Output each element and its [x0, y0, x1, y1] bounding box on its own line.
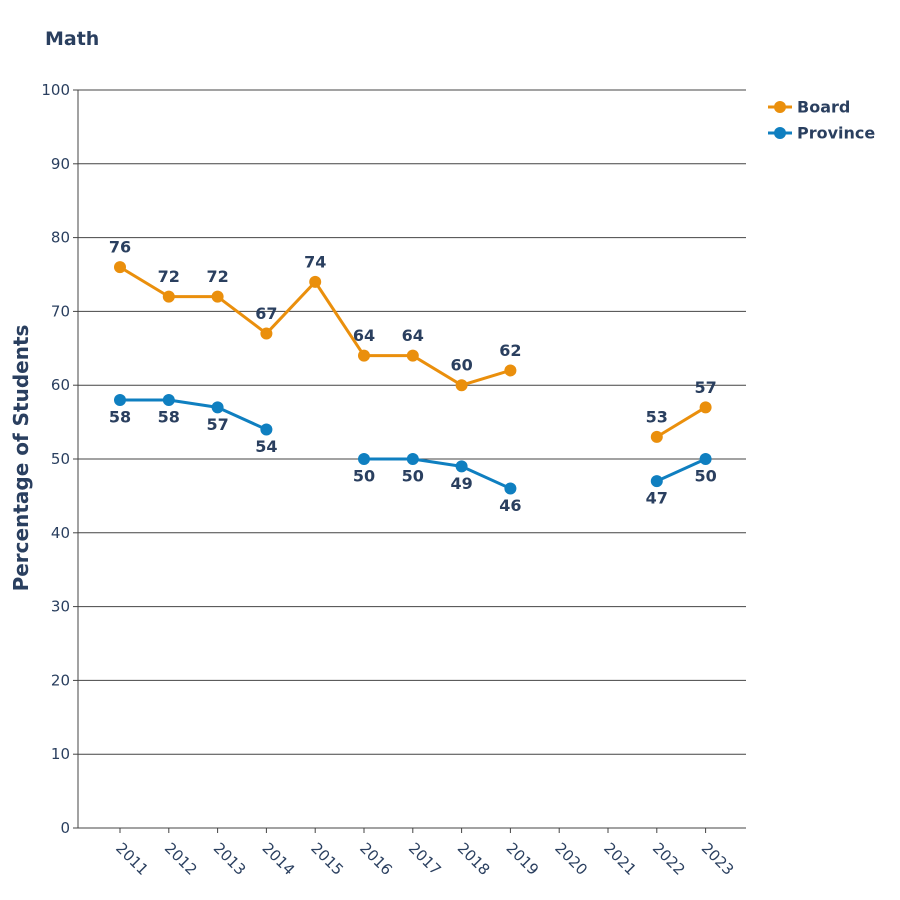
data-label-board: 53 — [646, 407, 668, 426]
legend-label-province[interactable]: Province — [797, 124, 875, 143]
data-point-province[interactable] — [211, 401, 224, 414]
data-point-board[interactable] — [358, 349, 370, 362]
data-label-board: 64 — [353, 326, 375, 345]
x-tick-label: 2012 — [161, 839, 201, 879]
data-label-board: 57 — [694, 378, 716, 397]
x-tick-label: 2014 — [259, 839, 299, 879]
data-point-province[interactable] — [162, 393, 175, 406]
data-label-province: 54 — [255, 437, 277, 456]
data-point-board[interactable] — [260, 327, 273, 340]
data-point-board[interactable] — [211, 290, 224, 303]
data-label-province: 50 — [402, 467, 424, 486]
data-label-province: 50 — [694, 467, 716, 486]
data-label-province: 49 — [450, 474, 472, 493]
data-label-province: 47 — [646, 489, 668, 508]
data-point-province[interactable] — [406, 453, 419, 465]
x-tick-label: 2013 — [210, 839, 250, 879]
data-label-province: 57 — [206, 415, 228, 434]
data-point-board[interactable] — [309, 275, 322, 288]
data-label-board: 74 — [304, 252, 326, 271]
legend-swatch-marker — [774, 101, 786, 113]
data-label-board: 72 — [206, 267, 228, 286]
x-tick-label: 2011 — [112, 839, 152, 879]
legend-swatch-marker — [774, 127, 786, 139]
data-label-province: 58 — [109, 407, 131, 426]
data-label-board: 62 — [499, 341, 521, 360]
data-label-board: 60 — [450, 356, 472, 375]
x-tick-label: 2023 — [698, 839, 738, 879]
legend: Board Province — [768, 98, 875, 143]
data-point-province[interactable] — [358, 453, 370, 465]
y-tick-label: 30 — [51, 598, 70, 616]
legend-label-board[interactable]: Board — [797, 98, 850, 117]
data-label-province: 50 — [353, 467, 375, 486]
data-point-board[interactable] — [406, 349, 419, 362]
y-tick-label: 50 — [51, 450, 70, 468]
data-label-board: 67 — [255, 304, 277, 323]
y-tick-label: 60 — [51, 376, 70, 394]
series-layer — [114, 261, 712, 495]
data-point-board[interactable] — [504, 364, 517, 377]
data-point-province[interactable] — [114, 393, 126, 406]
series-line-province — [364, 457, 512, 490]
x-tick-label: 2021 — [600, 839, 640, 879]
chart-title: Math — [45, 28, 99, 50]
series-line-province — [120, 398, 268, 431]
y-tick-label: 80 — [51, 229, 70, 247]
x-tick-label: 2015 — [307, 839, 347, 879]
data-point-province[interactable] — [650, 475, 663, 488]
x-tick-label: 2022 — [649, 839, 689, 879]
data-point-board[interactable] — [650, 430, 663, 443]
data-label-board: 76 — [109, 238, 131, 257]
data-point-board[interactable] — [114, 261, 126, 274]
data-point-province[interactable] — [504, 482, 517, 495]
data-point-board[interactable] — [455, 379, 468, 392]
series-line-province — [656, 457, 707, 483]
x-tick-label: 2018 — [454, 839, 494, 879]
data-labels: 76 72 72 67 74 64 64 60 62 53 57 58 58 57 54 50 50 49 46 47… — [109, 238, 717, 515]
x-tick-label: 2017 — [405, 839, 445, 879]
data-point-province[interactable] — [260, 423, 273, 436]
data-label-board: 72 — [158, 267, 180, 286]
series-line-board — [656, 406, 707, 439]
y-axis-title: Percentage of Students — [9, 325, 33, 592]
y-tick-label: 40 — [51, 524, 70, 542]
y-tick-label: 100 — [41, 81, 70, 99]
x-tick-label: 2016 — [356, 839, 396, 879]
y-tick-label: 10 — [51, 745, 70, 763]
data-label-province: 58 — [158, 407, 180, 426]
data-point-board[interactable] — [699, 401, 712, 414]
data-label-province: 46 — [499, 496, 521, 515]
y-tick-label: 20 — [51, 671, 70, 689]
y-tick-label: 0 — [60, 819, 70, 837]
data-label-board: 64 — [402, 326, 424, 345]
data-point-province[interactable] — [699, 453, 712, 465]
data-point-province[interactable] — [455, 460, 468, 473]
x-tick-label: 2020 — [551, 839, 591, 879]
y-tick-label: 70 — [51, 302, 70, 320]
x-tick-label: 2019 — [503, 839, 543, 879]
y-tick-label: 90 — [51, 155, 70, 173]
data-point-board[interactable] — [162, 290, 175, 303]
